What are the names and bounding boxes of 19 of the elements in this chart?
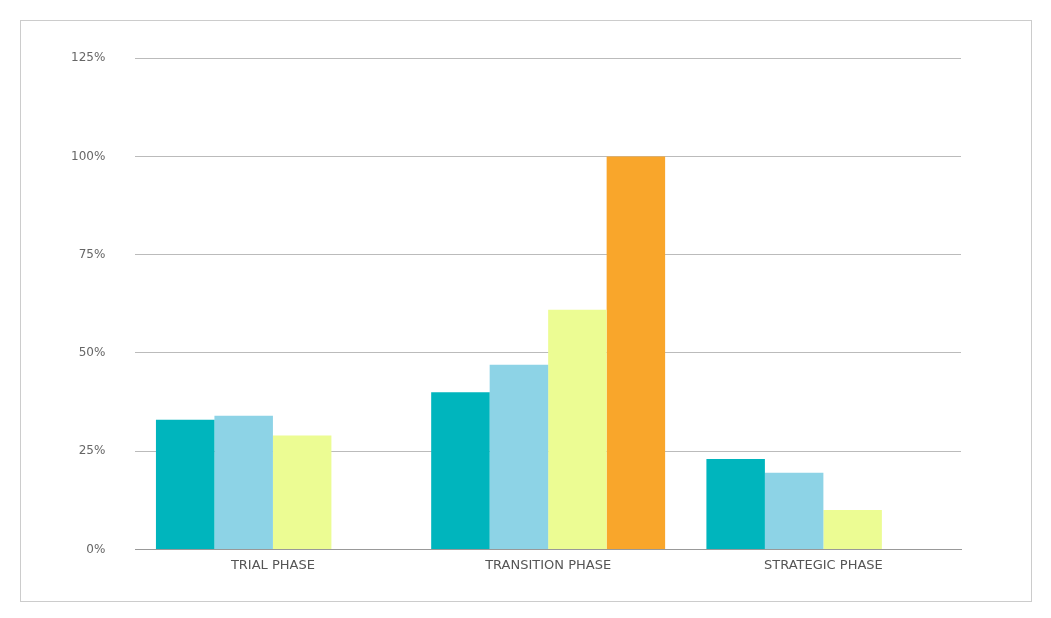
bar xyxy=(489,364,549,549)
bar xyxy=(431,392,490,549)
y-tick-label: 50% xyxy=(78,345,106,360)
y-tick-label: 25% xyxy=(78,443,106,458)
y-tick-label: 125% xyxy=(70,50,106,65)
bar xyxy=(155,419,215,549)
y-tick-label: 75% xyxy=(78,246,106,261)
bar xyxy=(823,510,882,549)
bar xyxy=(606,156,666,549)
y-tick-label: 0% xyxy=(86,541,106,556)
bar xyxy=(706,459,765,549)
x-tick-label: TRANSITION PHASE xyxy=(484,556,612,572)
y-tick-label: 100% xyxy=(70,148,106,163)
bar xyxy=(214,415,273,549)
x-tick-label: TRIAL PHASE xyxy=(229,556,315,572)
bar xyxy=(764,472,824,549)
bar xyxy=(548,309,607,549)
x-tick-label: STRATEGIC PHASE xyxy=(763,556,883,572)
bar xyxy=(272,435,332,549)
